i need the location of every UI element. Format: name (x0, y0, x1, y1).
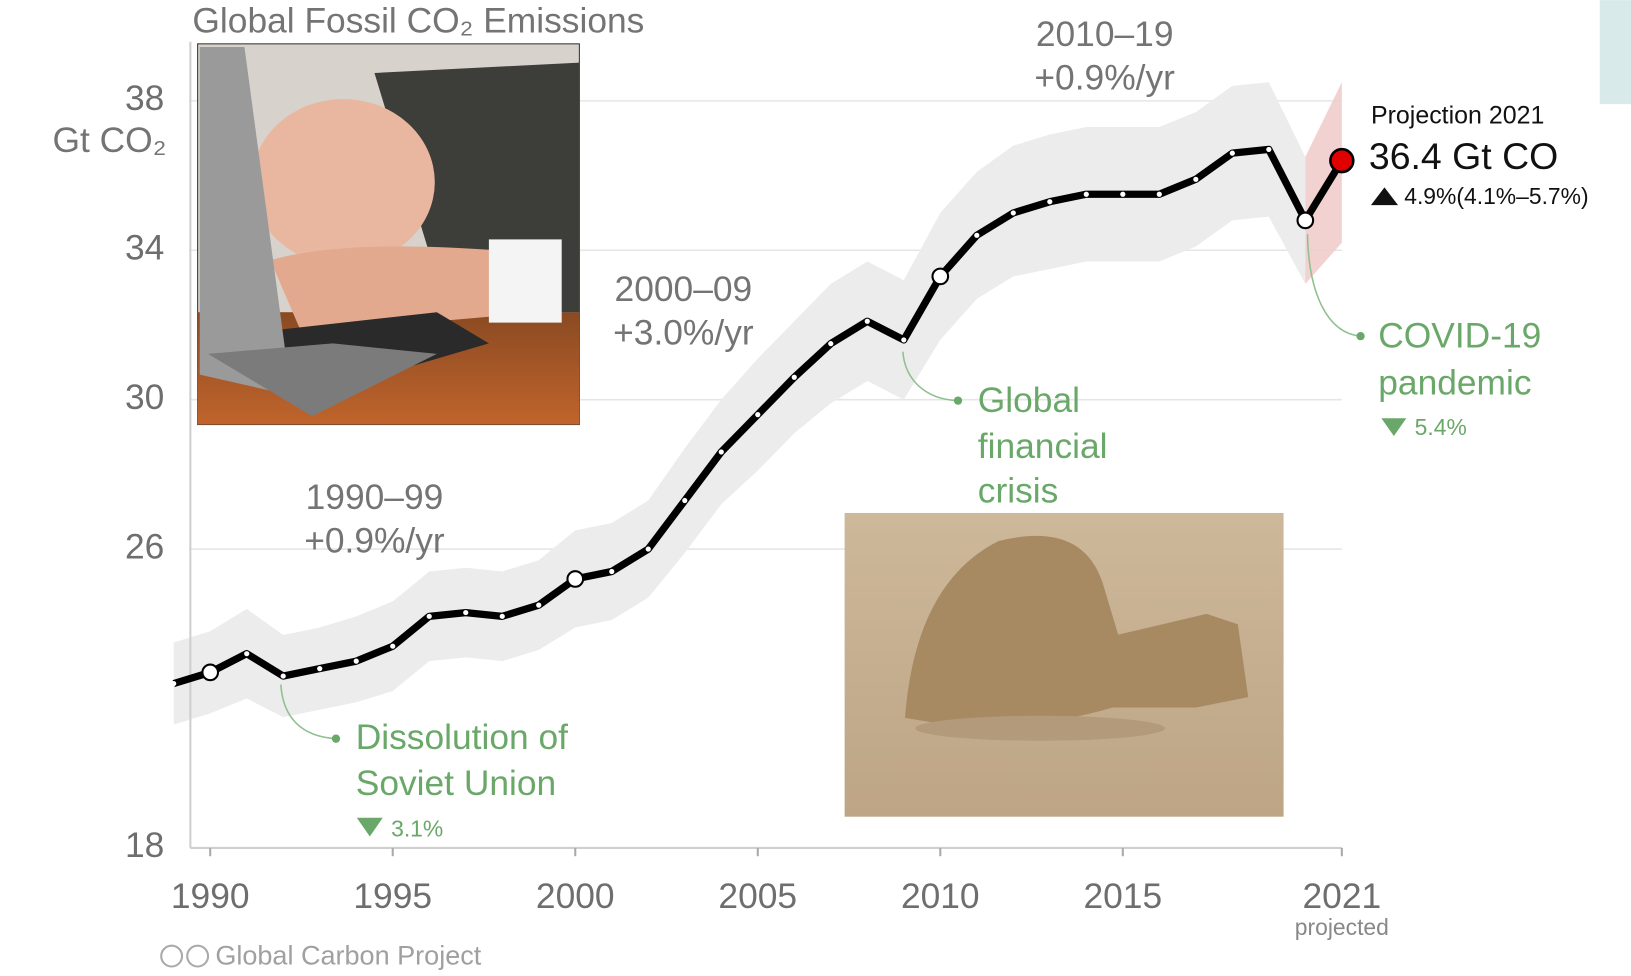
point-marker (1047, 199, 1053, 205)
point-marker (791, 374, 797, 380)
open-marker (1296, 211, 1315, 230)
point-marker (718, 449, 724, 455)
y-axis-label: Gt CO₂ (53, 121, 167, 160)
open-marker (566, 570, 585, 588)
projection-marker (1329, 147, 1355, 174)
annotation-connector (1306, 234, 1361, 337)
annotation-text: crisis (978, 472, 1059, 511)
point-marker (463, 609, 469, 616)
annotation-dot (331, 734, 341, 743)
source: Global Carbon Project (215, 940, 481, 970)
x-tick-note: projected (1295, 914, 1389, 940)
period-rate: +0.9%/yr (304, 521, 445, 560)
point-marker (901, 337, 907, 343)
up-triangle (1370, 187, 1398, 206)
point-marker (317, 666, 323, 672)
x-tick-label: 2005 (718, 877, 797, 916)
annotation-dot (953, 396, 963, 405)
down-triangle (1381, 418, 1407, 436)
y-tick-label: 38 (125, 79, 164, 118)
point-marker (682, 497, 688, 504)
point-marker (609, 568, 615, 575)
point-marker (864, 318, 870, 324)
plot-layer (171, 145, 1355, 688)
point-marker (974, 232, 980, 238)
x-tick-label: 1995 (353, 877, 432, 916)
annotation-text: Soviet Union (356, 764, 557, 803)
annotation-text: financial (978, 427, 1108, 466)
projection-value: 36.4 Gt CO (1369, 135, 1558, 177)
x-tick-label: 1990 (171, 877, 250, 916)
projection-band (1305, 82, 1342, 284)
photo-head-in-sand (844, 512, 1284, 817)
point-marker (390, 643, 396, 649)
point-marker (828, 341, 834, 347)
chart-title: Global Fossil CO₂ Emissions (192, 1, 644, 40)
x-tick-label: 2015 (1083, 877, 1162, 916)
point-marker (171, 680, 177, 687)
cc-icon (160, 944, 184, 968)
point-marker (1156, 191, 1162, 197)
annotation-dot (1356, 331, 1365, 341)
point-marker (499, 613, 505, 619)
period-label: 2000–09 (615, 270, 753, 309)
x-tick-label: 2010 (901, 877, 980, 916)
by-icon (186, 944, 210, 968)
projection-label: Projection 2021 (1371, 101, 1544, 129)
point-marker (1266, 146, 1272, 153)
annotation-text: COVID-19 (1378, 317, 1541, 356)
x-tick-label: 2021 (1302, 877, 1381, 916)
corner-panel (1599, 0, 1631, 105)
annotation-text: Global (978, 381, 1080, 420)
x-tick-label: 2000 (536, 877, 615, 916)
point-marker (244, 651, 250, 657)
point-marker (536, 602, 542, 608)
point-marker (1083, 191, 1089, 197)
open-marker (931, 267, 950, 286)
point-marker (353, 658, 359, 664)
y-tick-label: 26 (125, 527, 164, 566)
period-rate: +0.9%/yr (1034, 59, 1175, 98)
y-tick-label: 30 (125, 378, 164, 417)
annotation-connector (280, 684, 337, 740)
point-marker (755, 412, 761, 418)
annotation-text: Dissolution of (356, 718, 568, 757)
uncertainty-band (173, 82, 1306, 725)
point-marker (1010, 210, 1016, 216)
down-triangle (356, 817, 383, 837)
y-tick-label: 18 (125, 826, 164, 865)
photo-sleeping-man (197, 43, 580, 426)
period-label: 2010–19 (1036, 15, 1174, 54)
point-marker (1229, 150, 1235, 156)
point-marker (1120, 191, 1126, 197)
y-tick-label: 34 (125, 229, 164, 268)
projection-change: 4.9%(4.1%–5.7%) (1404, 183, 1588, 209)
period-rate: +3.0%/yr (613, 313, 754, 352)
period-label: 1990–99 (306, 478, 444, 517)
point-marker (280, 673, 286, 679)
point-marker (426, 613, 432, 619)
point-marker (645, 546, 651, 552)
annotation-text: pandemic (1378, 363, 1531, 402)
annotation-connector (902, 351, 959, 402)
open-marker (201, 663, 220, 682)
annotation-change: 3.1% (391, 815, 443, 841)
annotation-change: 5.4% (1415, 414, 1467, 440)
point-marker (1193, 176, 1199, 182)
